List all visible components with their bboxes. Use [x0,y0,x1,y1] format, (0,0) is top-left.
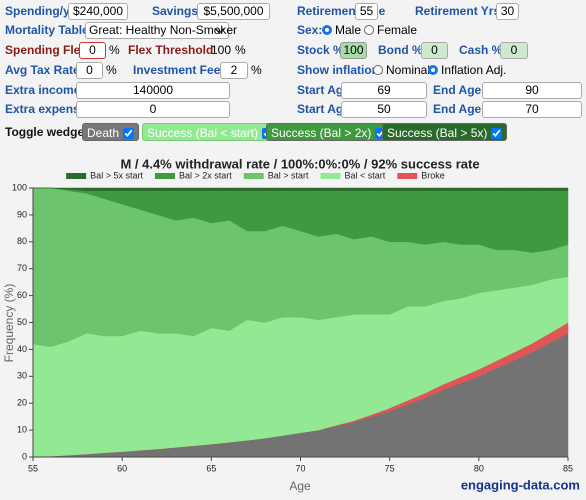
legend-swatch [320,173,341,179]
radio-label: Male [335,23,362,37]
field-label: Extra expense [5,102,87,116]
field-label: Start Age [297,83,350,97]
text-input[interactable]: 0 [79,42,106,59]
text-input[interactable]: 0 [76,62,103,79]
radio-label: Nominal [386,63,431,77]
chart: M / 4.4% withdrawal rate / 100%:0%:0% / … [2,156,580,493]
field-label: Cash % [459,43,503,57]
radio-label: Female [377,23,418,37]
field-label: Extra income [5,83,81,97]
x-tick-label: 85 [563,463,573,473]
checkbox[interactable] [375,128,387,139]
area [33,187,569,191]
legend-label: Bal < start [345,170,386,180]
unit: % [235,43,246,57]
unit: % [106,63,117,77]
field-label: Mortality Table: [5,23,93,37]
text-input[interactable]: $240,000 [68,3,128,20]
toggle-label: Toggle wedges: [5,125,95,139]
radio-option[interactable]: Nominal [373,62,430,78]
field-label: Start Age [297,102,350,116]
button-label: Success (Bal > 5x) [387,126,488,140]
y-tick-label: 0 [22,451,27,461]
y-tick-label: 20 [17,398,27,408]
text-input[interactable]: 100 [340,42,367,59]
field-label: Avg Tax Rate [5,63,80,77]
field-label: Flex Threshold [128,43,214,57]
y-tick-label: 70 [17,263,27,273]
field-label: Sex: [297,23,323,37]
y-tick-label: 100 [12,182,27,192]
text-input[interactable]: 90 [482,82,582,99]
legend-swatch [154,173,175,179]
toggle-button[interactable]: Success (Bal < start) [142,123,279,141]
text-input[interactable]: 0 [500,42,528,59]
radio-option[interactable]: Female [364,22,417,38]
radio-option[interactable]: Male [322,22,361,38]
field-label: Savings [152,4,199,18]
unit: % [109,43,120,57]
x-tick-label: 75 [385,463,395,473]
field-label: Spending/yr [5,4,75,18]
unit: % [251,63,262,77]
legend-label: Bal > 2x start [179,170,232,180]
y-axis-label: Frequency (%) [2,284,16,363]
field-label: Bond % [378,43,423,57]
x-tick-label: 60 [117,463,127,473]
legend-swatch [66,173,87,179]
legend-label: Broke [421,170,445,180]
field-label: Retirement Yrs [415,4,501,18]
y-tick-label: 60 [17,290,27,300]
text-input[interactable]: $5,500,000 [197,3,270,20]
text-input[interactable]: 0 [421,42,448,59]
field-value: 100 [211,43,232,57]
field-label: End Age [433,83,482,97]
x-tick-label: 70 [295,463,305,473]
y-tick-label: 50 [17,317,27,327]
text-input[interactable]: 69 [341,82,427,99]
text-input[interactable]: 50 [341,101,427,118]
field-label: Show inflation: [297,63,383,77]
text-input[interactable]: 2 [220,62,248,79]
field-label: Stock % [297,43,344,57]
y-tick-label: 10 [17,424,27,434]
legend: Bal > 5x start Bal > 2x start Bal > start B… [66,170,445,180]
button-label: Success (Bal > 2x) [271,126,372,140]
select-value: Great: Healthy Non-Smoker [89,23,238,37]
text-input[interactable]: 0 [76,101,230,118]
checkbox[interactable] [123,128,135,139]
y-tick-label: 80 [17,236,27,246]
field-label: Investment Fees [133,63,228,77]
legend-swatch [243,173,264,179]
checkbox[interactable] [491,128,503,139]
x-tick-label: 55 [28,463,38,473]
x-tick-label: 80 [474,463,484,473]
text-input[interactable]: 30 [496,3,519,20]
legend-label: Bal > 5x start [90,170,143,180]
button-label: Death [87,126,120,140]
field-label: End Age [433,102,482,116]
radio-option[interactable]: Inflation Adj. [428,62,506,78]
watermark: engaging-data.com [461,477,580,492]
text-input[interactable]: 140000 [76,82,230,99]
x-tick-label: 65 [206,463,216,473]
toggle-button[interactable]: Success (Bal > 5x) [382,123,508,141]
y-tick-label: 30 [17,371,27,381]
legend-swatch [397,173,418,179]
field-label: Spending Flex [5,43,88,57]
chart-title: M / 4.4% withdrawal rate / 100%:0%:0% / … [120,156,479,171]
button-label: Success (Bal < start) [147,126,259,140]
x-axis-label: Age [289,479,311,493]
select-arrow [215,28,224,34]
select[interactable]: Great: Healthy Non-Smoker [85,22,237,39]
text-input[interactable]: 55 [355,3,378,20]
y-tick-label: 90 [17,209,27,219]
toggle-button[interactable]: Death [82,123,140,141]
legend-label: Bal > start [268,170,309,180]
radio-label: Inflation Adj. [441,63,507,77]
y-tick-label: 40 [17,344,27,354]
text-input[interactable]: 70 [482,101,582,118]
toggle-button[interactable]: Success (Bal > 2x) [266,123,392,141]
